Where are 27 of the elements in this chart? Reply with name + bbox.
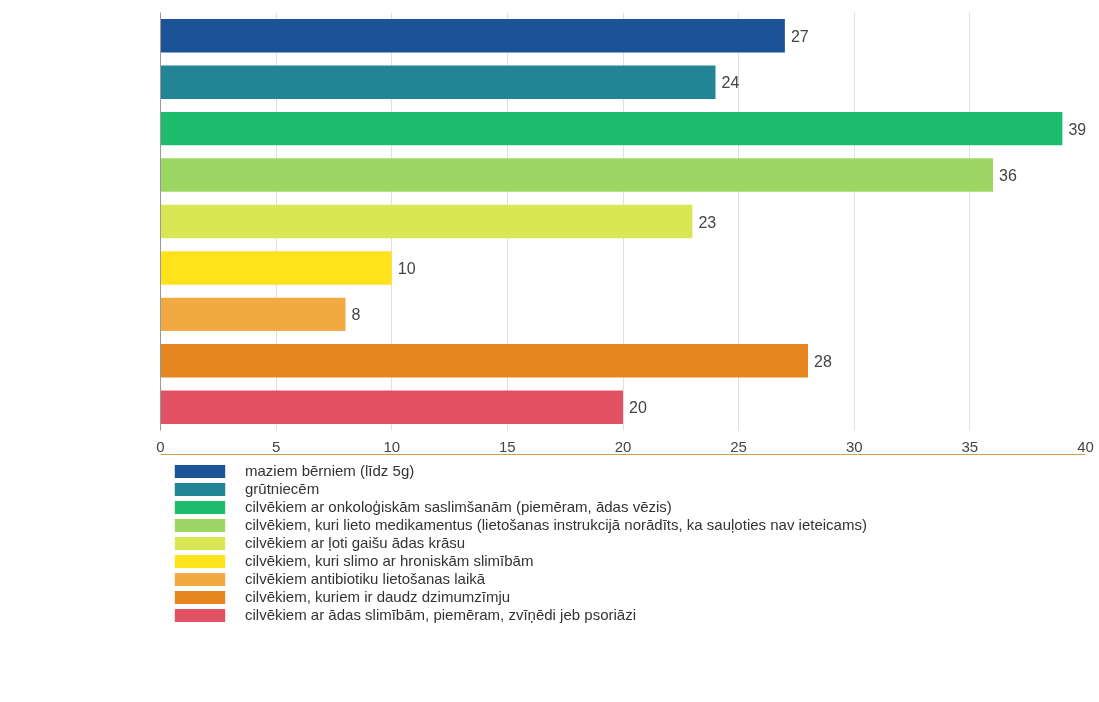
legend-label: cilvēkiem antibiotiku lietošanas laikā <box>245 570 486 587</box>
data-label: 24 <box>721 74 740 92</box>
data-label: 27 <box>790 27 809 45</box>
data-label: 23 <box>698 213 717 231</box>
legend-label: cilvēkiem, kuri lieto medikamentus (lietošanas instrukcijā norādīts, ka sauļoties nav ieteicams) <box>245 516 867 533</box>
x-tick-label: 30 <box>845 437 863 455</box>
x-tick-label: 35 <box>961 437 979 455</box>
x-tick-label: 10 <box>383 437 401 455</box>
data-label: 20 <box>629 399 647 417</box>
x-tick-label: 40 <box>1077 437 1094 455</box>
data-label: 8 <box>351 306 361 324</box>
data-label: 36 <box>999 167 1017 185</box>
x-tick-label: 5 <box>271 437 281 455</box>
legend-label: cilvēkiem ar ādas slimībām, piemēram, zvīņēdi jeb psoriāzi <box>245 606 636 623</box>
legend-label: grūtniecēm <box>245 480 320 497</box>
data-label: 39 <box>1068 120 1087 138</box>
data-label: 10 <box>397 259 416 277</box>
legend-label: cilvēkiem, kuriem ir daudz dzimumzīmju <box>245 588 511 605</box>
x-tick-label: 20 <box>614 437 632 455</box>
legend-label: cilvēkiem ar onkoloģiskām saslimšanām (piemēram, ādas vēzis) <box>245 498 672 515</box>
legend-label: cilvēkiem, kuri slimo ar hroniskām slimībām <box>245 552 534 569</box>
legend-label: maziem bērniem (līdz 5g) <box>245 462 415 479</box>
data-label: 28 <box>814 352 832 370</box>
legend-label: cilvēkiem ar ļoti gaišu ādas krāsu <box>245 534 466 551</box>
x-tick-label: 25 <box>730 437 747 455</box>
x-tick-label: 0 <box>156 437 165 455</box>
x-tick-label: 15 <box>499 437 516 455</box>
